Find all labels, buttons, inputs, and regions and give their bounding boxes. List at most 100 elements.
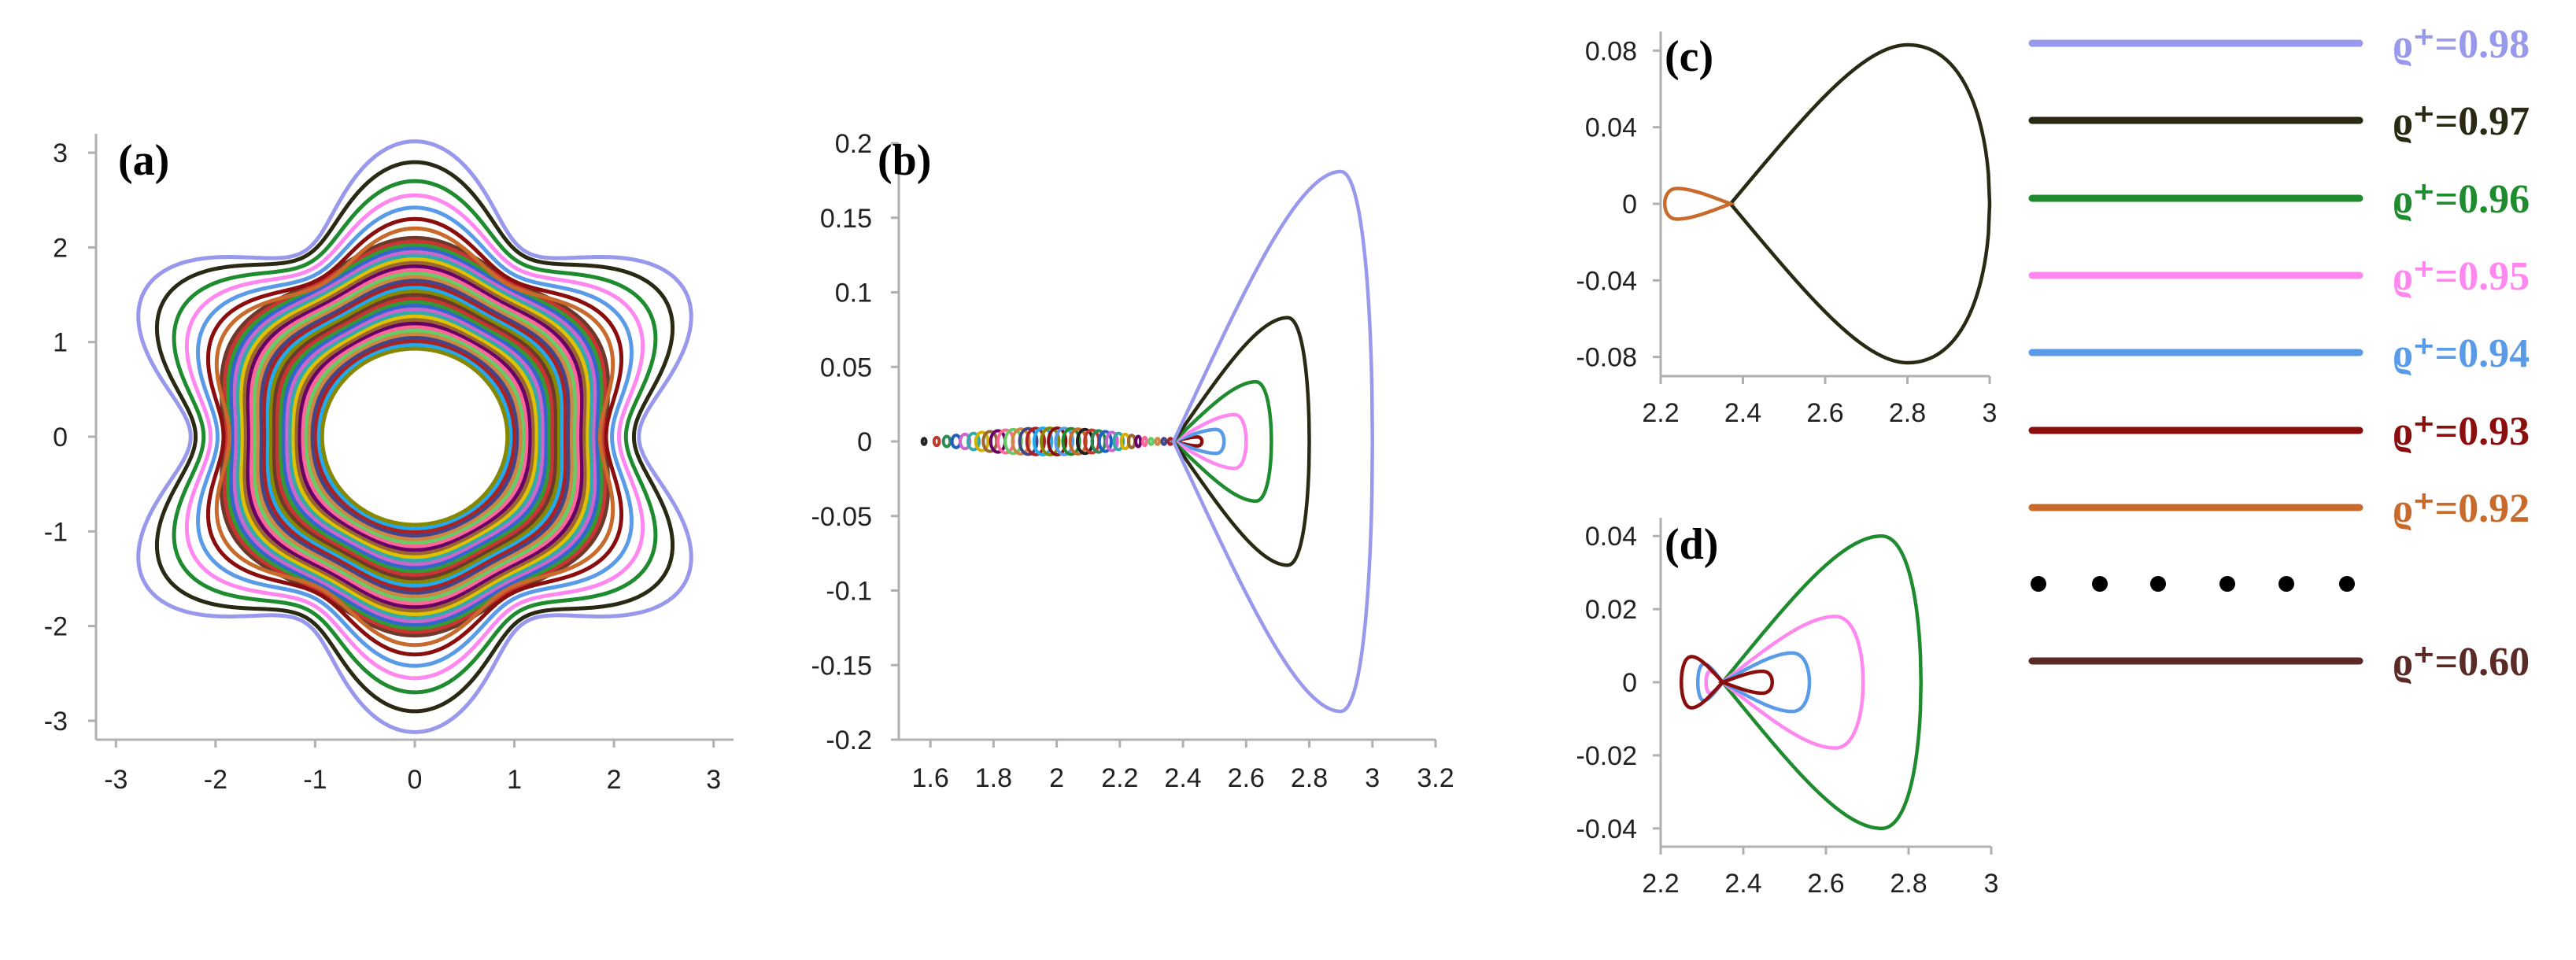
y-tick-label: -0.1 — [826, 577, 872, 607]
series-curve-inner — [310, 335, 519, 538]
y-tick-label: 0.05 — [820, 353, 872, 382]
series-curve-rho-0_95 — [184, 193, 645, 681]
series-small-loop — [958, 432, 972, 451]
y-tick-label: 3 — [53, 138, 68, 168]
series-small-loop — [1105, 430, 1119, 452]
series-curve-inner — [229, 246, 601, 627]
legend-label: ϱ⁺=0.93 — [2393, 409, 2530, 454]
y-tick-label: 0.02 — [1585, 595, 1637, 625]
panel-b: 0.2 0.15 0.1 0.05 0 -0.05 -0.1 -0.15 -0.2 1.6 1.8 2… — [811, 129, 1454, 793]
x-tick-label: -3 — [104, 765, 128, 795]
series-curve-inner — [320, 346, 510, 527]
series-small-loop — [932, 435, 941, 448]
y-tick-label: -1 — [44, 517, 68, 547]
x-tick-label: 3 — [1365, 763, 1380, 793]
y-tick-label: -2 — [44, 612, 68, 642]
series-curve-rho-0_93 — [205, 216, 624, 657]
series-small-loop — [1018, 426, 1039, 456]
series-curve-inner — [288, 311, 541, 563]
legend-label: ϱ⁺=0.92 — [2393, 486, 2530, 531]
x-tick-label: -2 — [204, 765, 227, 795]
series-loop-rho-0_97 — [1171, 316, 1311, 567]
legend-ellipsis-dot — [2092, 576, 2108, 592]
series-curve-inner — [298, 321, 532, 552]
x-tick-label: -1 — [303, 765, 327, 795]
legend-ellipsis-dot — [2219, 576, 2235, 592]
panel-label: (b) — [878, 136, 931, 185]
y-tick-label: 0.04 — [1585, 113, 1637, 143]
x-tick-label: 2.4 — [1164, 763, 1201, 793]
legend: ϱ⁺=0.98 ϱ⁺=0.97 ϱ⁺=0.96 ϱ⁺=0.95 ϱ⁺=0.94 ϱ⁺=0.… — [2028, 22, 2530, 685]
y-tick-label: 0.15 — [820, 204, 872, 234]
x-tick-label: 2 — [1049, 763, 1064, 793]
x-tick-label: 2 — [607, 765, 622, 795]
y-tick-label: -0.02 — [1576, 741, 1638, 771]
series-curve-inner — [256, 275, 574, 599]
x-tick-label: 2.2 — [1642, 398, 1679, 428]
series-small-loop — [1134, 434, 1143, 449]
y-tick-label: 0 — [1622, 668, 1637, 698]
series-curve-inner — [279, 300, 551, 574]
x-tick-label: 0 — [408, 765, 423, 795]
legend-ellipsis-dot — [2150, 576, 2166, 592]
series-curve-inner — [301, 325, 529, 548]
series-small-loop — [1003, 427, 1023, 456]
x-tick-label: 3 — [706, 765, 721, 795]
x-tick-label: 3 — [1983, 398, 1998, 428]
series-loop-rho-0_96 — [1170, 379, 1273, 504]
series-small-loop — [966, 431, 981, 452]
y-tick-label: -3 — [44, 707, 68, 737]
legend-label: ϱ⁺=0.97 — [2393, 99, 2530, 144]
series-curve-inner — [262, 282, 567, 592]
series-curve-inner — [272, 293, 557, 581]
series-curve-inner — [275, 297, 554, 577]
series-curve-inner — [268, 289, 561, 585]
x-tick-label: 2.8 — [1890, 869, 1927, 899]
series-small-loop — [1039, 426, 1061, 457]
y-tick-label: 0.2 — [835, 129, 872, 159]
series-curve-inner — [246, 264, 584, 609]
y-tick-label: -0.05 — [811, 502, 873, 532]
y-tick-label: 0 — [53, 423, 68, 452]
series-curve-inner — [253, 271, 577, 602]
y-tick-label: 0 — [857, 427, 872, 457]
series-small-loop — [1160, 437, 1168, 446]
series-small-loop — [1154, 437, 1162, 446]
x-tick-label: 2.2 — [1642, 869, 1679, 899]
series-curve-inner — [236, 253, 593, 620]
series-curve-inner — [239, 257, 590, 616]
series-loop-rho-0_97 — [1728, 42, 1992, 365]
y-tick-label: -0.08 — [1576, 343, 1638, 373]
legend-label: ϱ⁺=0.94 — [2393, 331, 2530, 376]
series-curve-inner — [265, 286, 564, 588]
series-curve-inner — [316, 343, 513, 530]
series-small-loop — [1112, 431, 1125, 452]
y-tick-label: 0 — [1622, 190, 1637, 220]
x-tick-label: 2.6 — [1807, 869, 1844, 899]
series-small-loop — [1061, 426, 1081, 456]
y-tick-label: -0.04 — [1576, 814, 1638, 844]
series-small-loop — [1126, 434, 1136, 449]
legend-label: ϱ⁺=0.98 — [2393, 22, 2530, 67]
series-loop-left-rho-0_93 — [1679, 655, 1725, 710]
series-curve-inner — [304, 328, 526, 545]
legend-ellipsis-dot — [2339, 576, 2355, 592]
series-loop-rho-0_92 — [1662, 186, 1736, 221]
x-tick-label: 1 — [507, 765, 522, 795]
x-tick-label: 2.4 — [1724, 398, 1761, 428]
series-small-loop — [1047, 426, 1068, 456]
series-small-loop — [1032, 426, 1054, 456]
series-curve-inner — [249, 268, 581, 606]
series-curve-inner — [223, 239, 607, 634]
y-tick-label: 1 — [53, 328, 68, 358]
series-loop-rho-0_95 — [1720, 615, 1865, 750]
series-small-loop — [941, 434, 952, 449]
series-loop-rho-0_93 — [1717, 669, 1775, 696]
series-small-loop — [1011, 427, 1031, 456]
series-curve-inner — [232, 250, 597, 623]
series-loop-rho-0_96 — [1720, 534, 1924, 831]
legend-label: ϱ⁺=0.95 — [2393, 254, 2530, 299]
panel-d: 0.04 0.02 0 -0.02 -0.042.2 2.4 2.6 2.8 3 (d) — [1576, 518, 1998, 899]
panel-a: -3 -2 -1 0 1 2 3 -3 -2 -1 0 1 2 3 (a) — [44, 134, 734, 795]
